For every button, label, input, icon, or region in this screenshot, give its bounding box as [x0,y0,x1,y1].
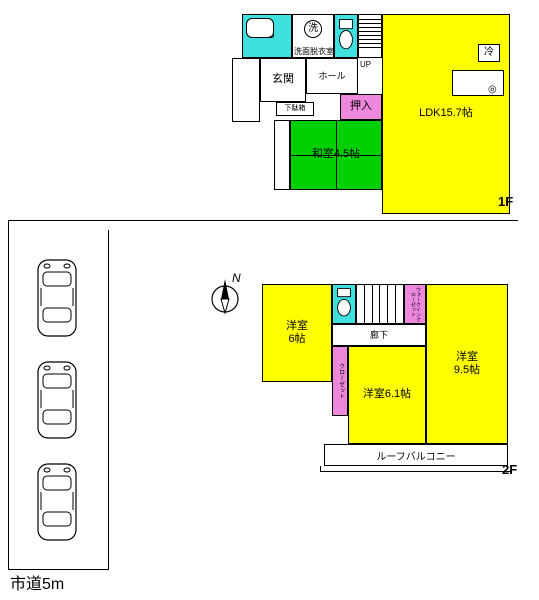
closet-cl1: クローゼット [332,346,348,416]
compass-icon: N [205,275,245,315]
floor-2f-label: 2F [502,462,517,477]
porch [232,58,260,122]
closet-wic: ウォークインクローゼット [404,284,426,324]
room-yo-6: 洋室 6帖 [262,284,332,382]
senmen-label: 洗 [308,23,318,35]
room-yo-9-5: 洋室 9.5帖 [426,284,508,444]
floor-2f: 洋室 6帖 DN ウォークインクローゼット 廊下 [262,284,510,484]
fridge-icon: 冷 [478,44,500,62]
bathtub-icon [246,18,274,38]
oshiire-label: 押入 [350,100,372,113]
room-yo61-label: 洋室6.1帖 [363,388,411,401]
floor-1f: LDK15.7帖 冷 ◎ UB 洗 洗面脱衣室 UP [232,14,510,220]
lot-boundary-right [108,230,109,570]
stairs-steps-1f [359,16,381,48]
room-washitsu: 和室4.5帖 [290,120,382,190]
getabako: 下駄箱 [276,102,314,116]
fridge-label: 冷 [484,47,494,59]
washitsu-label: 和室4.5帖 [312,148,360,161]
cl1-label: クローゼット [336,363,343,399]
floor-1f-label: 1F [498,194,513,209]
parking-spot-3 [32,462,82,542]
room-yo6-label: 洋室 6帖 [286,320,308,346]
parking-spot-2 [32,360,82,440]
compass-label: N [232,271,241,285]
senmen-sub-label: 洗面脱衣室 [294,46,334,57]
floorplan-stage: 市道5m N LDK15.7帖 冷 ◎ UB [0,0,539,600]
stairs-steps-2f [357,285,403,323]
genkan-label: 玄関 [272,73,294,86]
room-yo95-label: 洋室 9.5帖 [454,351,480,377]
room-toilet-2f [332,284,356,324]
roof-balcony: ルーフバルコニー [324,444,508,466]
stove-icon: ◎ [488,84,497,95]
wic-label: ウォークインクローゼット [410,285,420,323]
parking-spot-1 [32,258,82,338]
closet-oshiire: 押入 [340,94,382,120]
room-hall: ホール [306,58,358,94]
stairs-up-label: UP [360,60,371,69]
room-ldk-label: LDK15.7帖 [419,107,473,120]
hallway-2f: 廊下 [332,324,426,346]
hall-label: ホール [318,71,345,82]
lot-boundary-top [8,220,518,221]
balcony-label: ルーフバルコニー [376,448,455,463]
balcony-outer [320,466,512,472]
room-yo-6-1: 洋室6.1帖 [348,346,426,444]
room-toilet-1f [334,14,358,58]
rouka-label: 廊下 [370,330,388,341]
street-label: 市道5m [10,570,64,594]
engawa [274,120,290,190]
getabako-label: 下駄箱 [285,105,306,113]
room-genkan: 玄関 [260,58,306,102]
